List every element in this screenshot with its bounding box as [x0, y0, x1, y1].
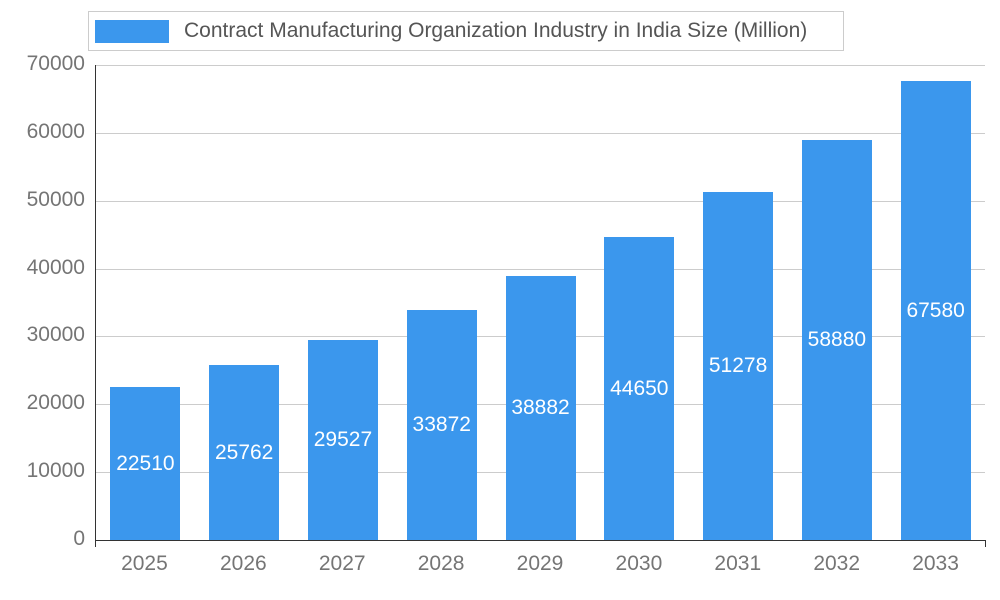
y-axis-tick-label: 0	[73, 527, 85, 550]
bar-2030[interactable]: 44650	[604, 237, 675, 540]
y-axis-line	[95, 65, 96, 541]
bar-2028[interactable]: 33872	[406, 310, 477, 540]
bar-column: 38882	[491, 65, 590, 540]
x-axis-tick-label: 2030	[615, 552, 663, 575]
y-axis-tick-label: 70000	[26, 52, 85, 75]
x-axis-tick-label: 2029	[516, 552, 564, 575]
axis-tick-left	[95, 541, 96, 547]
bar-column: 29527	[294, 65, 393, 540]
axis-tick-right	[985, 541, 986, 547]
bar-value-label: 51278	[708, 354, 768, 378]
y-axis-tick-label: 50000	[26, 187, 85, 211]
bar-column: 33872	[392, 65, 491, 540]
y-axis-tick-label: 10000	[26, 459, 85, 483]
x-axis-line	[95, 540, 986, 541]
bar-2029[interactable]: 38882	[505, 276, 576, 540]
bar-value-label: 67580	[906, 298, 965, 322]
bar-2031[interactable]: 51278	[703, 192, 774, 540]
bar-value-label: 22510	[116, 451, 175, 475]
x-axis-tick-label: 2027	[318, 552, 366, 575]
chart-legend[interactable]: Contract Manufacturing Organization Indu…	[88, 11, 845, 51]
bar-2033[interactable]: 67580	[900, 81, 971, 540]
bars: 22510 25762 29527 33872 38882 44650 51278 58880…	[96, 65, 985, 540]
y-axis-tick-label: 20000	[26, 391, 85, 415]
gridline	[96, 200, 985, 202]
bar-column: 44650	[590, 65, 689, 540]
x-axis-labels: 2025 2026 2027 2028 2029 2030 2031 2032 2033	[95, 552, 985, 576]
gridline	[96, 65, 985, 66]
y-axis-tick-label: 40000	[26, 255, 85, 279]
y-axis-tick-label: 30000	[26, 323, 85, 347]
plot-area: 22510 25762 29527 33872 38882 44650 51278 58880…	[95, 65, 985, 540]
x-axis-tick-label: 2026	[219, 552, 267, 575]
x-axis-tick-label: 2031	[714, 552, 762, 575]
bar-2032[interactable]: 58880	[801, 140, 872, 540]
bar-value-label: 38882	[511, 396, 570, 420]
x-axis-tick-label: 2028	[417, 552, 465, 575]
bar-column: 51278	[689, 65, 788, 540]
bar-value-label: 25762	[214, 440, 274, 464]
legend-swatch	[95, 19, 169, 43]
bar-value-label: 33872	[412, 413, 471, 437]
bar-value-label: 44650	[610, 376, 669, 400]
bar-column: 25762	[195, 65, 294, 540]
x-axis-tick-label: 2033	[912, 552, 959, 575]
bar-2025[interactable]: 22510	[110, 387, 181, 540]
y-axis-tick-label: 60000	[26, 119, 85, 143]
bar-value-label: 58880	[807, 328, 867, 352]
gridline	[96, 268, 985, 270]
bar-2027[interactable]: 29527	[307, 339, 378, 540]
bar-value-label: 29527	[313, 427, 373, 451]
gridline	[96, 132, 985, 134]
bar-column: 22510	[96, 65, 195, 540]
x-axis-tick-label: 2032	[813, 552, 861, 575]
chart-title: Contract Manufacturing Organization Indu…	[184, 19, 808, 42]
bar-column: 58880	[787, 65, 886, 540]
bar-column: 67580	[886, 65, 985, 540]
bar-2026[interactable]: 25762	[209, 365, 280, 540]
x-axis-tick-label: 2025	[121, 552, 168, 575]
